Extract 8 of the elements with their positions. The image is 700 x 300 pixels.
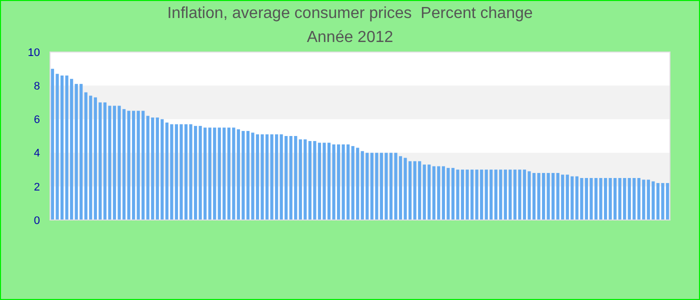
y-tick-label: 2	[34, 181, 40, 194]
chart-subtitle: Année 2012	[306, 29, 394, 46]
y-tick-label: 0	[34, 214, 40, 227]
y-tick-label: 8	[34, 80, 40, 92]
chart-title: Inflation, average consumer prices Percent change	[167, 5, 533, 22]
y-tick-label: 10	[28, 46, 40, 59]
y-tick-label: 4	[34, 148, 40, 160]
y-tick-label: 6	[34, 114, 40, 126]
